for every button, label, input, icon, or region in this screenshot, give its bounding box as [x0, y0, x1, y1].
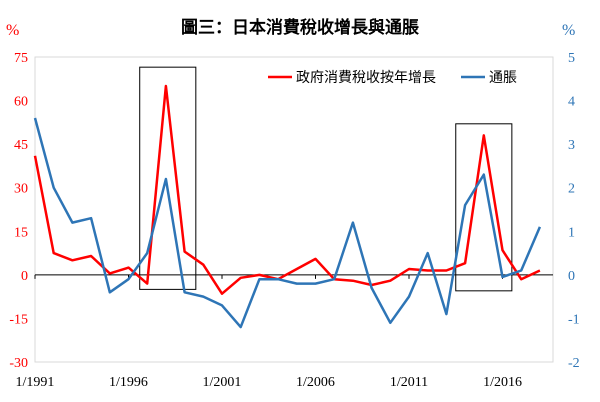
right-tick-label: 5 — [568, 51, 575, 66]
right-axis-unit: % — [562, 22, 575, 39]
legend: 政府消費稅收按年增長 通脹 — [268, 70, 517, 86]
legend-label-inflation: 通脹 — [489, 70, 517, 86]
x-tick-label: 1/2001 — [203, 375, 242, 390]
left-tick-label: 60 — [14, 95, 28, 110]
x-tick-label: 1/2011 — [390, 375, 428, 390]
x-tick-label: 1/1996 — [109, 375, 148, 390]
right-tick-label: 0 — [568, 269, 575, 284]
highlight-boxes — [139, 66, 513, 292]
left-tick-label: 45 — [14, 138, 28, 153]
right-tick-label: -2 — [568, 356, 580, 371]
series-layer — [33, 84, 542, 329]
left-tick-label: 15 — [14, 225, 28, 240]
plot-frame — [34, 56, 554, 363]
left-tick-label: 0 — [21, 269, 28, 284]
right-tick-label: 1 — [568, 225, 575, 240]
chart-title: 圖三：日本消費稅收增長與通脹 — [181, 17, 419, 38]
highlight-box — [139, 66, 197, 290]
x-tick-label: 1/1991 — [16, 375, 55, 390]
right-tick-label: -1 — [568, 312, 580, 327]
left-tick-label: 75 — [14, 51, 28, 66]
x-tick-label: 1/2006 — [296, 375, 335, 390]
series-line-inflation — [33, 117, 542, 329]
right-tick-label: 2 — [568, 182, 575, 197]
left-tick-label: -15 — [9, 312, 28, 327]
highlight-box — [455, 123, 513, 292]
left-tick-label: 30 — [14, 182, 28, 197]
left-tick-label: -30 — [9, 356, 28, 371]
right-tick-label: 4 — [568, 95, 575, 110]
x-tick-label: 1/2016 — [483, 375, 522, 390]
left-axis-unit: % — [6, 22, 19, 39]
right-tick-label: 3 — [568, 138, 575, 153]
legend-label-tax: 政府消費稅收按年增長 — [296, 70, 436, 86]
